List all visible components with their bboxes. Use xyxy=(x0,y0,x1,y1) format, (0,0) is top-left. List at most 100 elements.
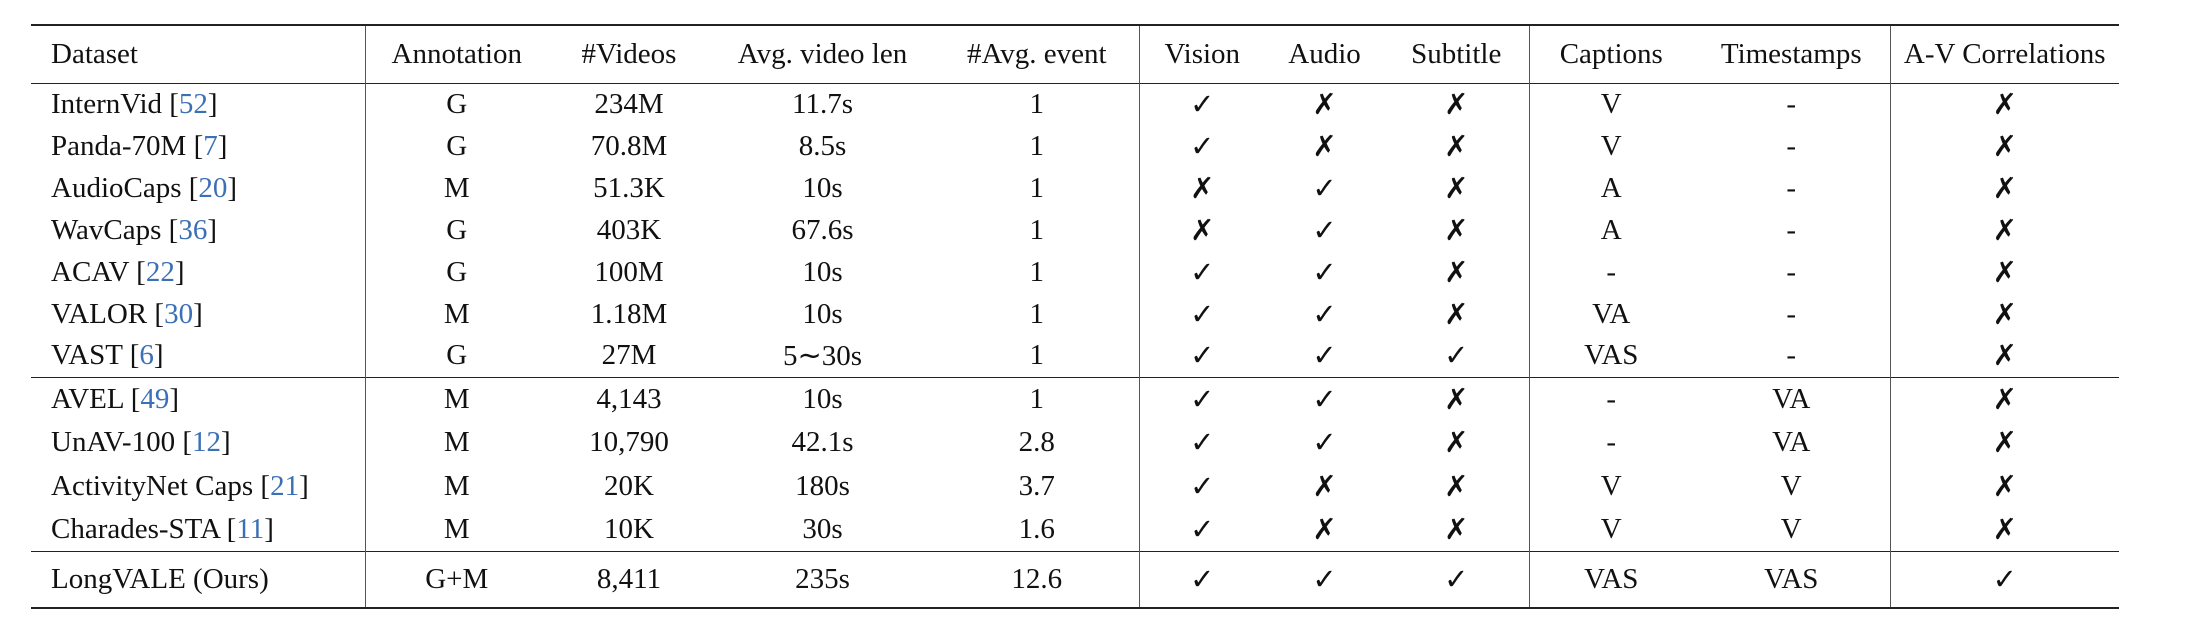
dataset-name: ACAV [22] xyxy=(51,255,185,288)
row-group: AVEL [49] M 4,143 10s 1 ✓ ✓ ✗ - VA ✗ UnAV-100 [12] M… xyxy=(31,377,2119,552)
cell: 11.7s xyxy=(792,87,853,120)
cell: 1 xyxy=(1029,87,1045,120)
cell: ✗ xyxy=(1444,470,1469,503)
cell: G xyxy=(364,209,548,251)
table-row: AudioCaps [20] M 51.3K 10s 1 ✗ ✓ ✗ A - ✗ xyxy=(31,167,2119,209)
cell: ✓ xyxy=(1312,298,1337,331)
cell: ✓ xyxy=(1312,256,1337,289)
cell: ✗ xyxy=(1889,377,2119,421)
cell: ✗ xyxy=(1444,172,1469,205)
cell: - xyxy=(1528,377,1693,421)
cell: - xyxy=(1786,129,1797,162)
row-group: LongVALE (Ours) G+M 8,411 235s 12.6 ✓ ✓ ✓ VAS VAS… xyxy=(31,551,2119,608)
cell: VA xyxy=(1772,382,1811,415)
table-row: VALOR [30] M 1.18M 10s 1 ✓ ✓ ✗ VA - ✗ xyxy=(31,293,2119,335)
cell: ✓ xyxy=(1312,383,1337,416)
cell: 1.18M xyxy=(590,297,668,330)
cell: 1 xyxy=(1029,382,1045,415)
cell: 180s xyxy=(795,469,850,502)
cell: ✓ xyxy=(1138,83,1265,125)
cell: M xyxy=(364,167,548,209)
cell: 10s xyxy=(802,382,843,415)
table-row: Charades-STA [11] M 10K 30s 1.6 ✓ ✗ ✗ V V ✗ xyxy=(31,508,2119,552)
cell: ✗ xyxy=(1889,167,2119,209)
cell: 1.6 xyxy=(1018,513,1055,546)
cell: 234M xyxy=(594,87,664,120)
dataset-name: Panda-70M [7] xyxy=(51,129,228,162)
cell: ✗ xyxy=(1889,251,2119,293)
cell: ✓ xyxy=(1312,340,1337,373)
cell: V xyxy=(1528,83,1693,125)
cell: ✗ xyxy=(1889,335,2119,377)
cell: ✗ xyxy=(1444,427,1469,460)
cell: A xyxy=(1528,167,1693,209)
dataset-name: AVEL [49] xyxy=(51,382,180,415)
cell: V xyxy=(1780,513,1802,546)
cell: G xyxy=(364,335,548,377)
cell: ✗ xyxy=(1312,130,1337,163)
cell: 5∼30s xyxy=(782,340,863,373)
cell: 12.6 xyxy=(1011,563,1063,595)
table-row: ActivityNet Caps [21] M 20K 180s 3.7 ✓ ✗ ✗ V V ✗ xyxy=(31,464,2119,509)
cell: ✓ xyxy=(1138,293,1265,335)
cell: A xyxy=(1528,209,1693,251)
dataset-name: WavCaps [36] xyxy=(51,213,217,246)
cell: G+M xyxy=(364,551,548,608)
cell: VAS xyxy=(1764,563,1819,595)
header-row: Dataset Annotation #Videos Avg. video len #A… xyxy=(31,25,2119,83)
cell: 51.3K xyxy=(593,171,665,204)
cell: ✗ xyxy=(1889,420,2119,465)
header-cell: Timestamps xyxy=(1720,37,1862,70)
header-cell: Audio xyxy=(1288,37,1361,70)
header-cell: Vision xyxy=(1138,25,1265,83)
cell: ✗ xyxy=(1312,88,1337,121)
cell: ✓ xyxy=(1138,251,1265,293)
cell: 100M xyxy=(594,255,664,288)
cell: ✗ xyxy=(1889,508,2119,552)
cell: V xyxy=(1528,508,1693,552)
cell: ✗ xyxy=(1889,83,2119,125)
header-cell: Avg. video len xyxy=(737,37,908,70)
cell: - xyxy=(1786,339,1797,372)
cell: ✓ xyxy=(1138,420,1265,465)
cell: ✓ xyxy=(1138,125,1265,167)
cell: ✓ xyxy=(1138,335,1265,377)
cell: ✓ xyxy=(1138,508,1265,552)
cell: 235s xyxy=(795,563,850,595)
cell: 8.5s xyxy=(798,129,847,162)
cell: M xyxy=(364,464,548,509)
cell: VA xyxy=(1528,293,1693,335)
dataset-name: LongVALE (Ours) xyxy=(51,563,269,595)
table-row: WavCaps [36] G 403K 67.6s 1 ✗ ✓ ✗ A - ✗ xyxy=(31,209,2119,251)
cell: - xyxy=(1528,251,1693,293)
cell: M xyxy=(364,508,548,552)
cell: ✗ xyxy=(1444,214,1469,247)
comparison-table: Dataset Annotation #Videos Avg. video len #A… xyxy=(31,24,2119,609)
cell: 30s xyxy=(802,513,843,546)
header-cell: Subtitle xyxy=(1411,37,1502,70)
cell: 1 xyxy=(1029,171,1045,204)
cell: 1 xyxy=(1029,339,1045,372)
cell: ✗ xyxy=(1444,130,1469,163)
cell: ✗ xyxy=(1444,383,1469,416)
header-cell: #Avg. event xyxy=(966,37,1107,70)
cell: 3.7 xyxy=(1018,469,1055,502)
cell: G xyxy=(364,83,548,125)
cell: 42.1s xyxy=(791,426,854,459)
cell: - xyxy=(1786,87,1797,120)
cell: ✗ xyxy=(1444,256,1469,289)
cell: ✗ xyxy=(1889,464,2119,509)
cell: - xyxy=(1786,213,1797,246)
cell: VA xyxy=(1772,426,1811,459)
cell: 1 xyxy=(1029,129,1045,162)
cell: V xyxy=(1528,464,1693,509)
cell: 27M xyxy=(601,339,657,372)
dataset-name: Charades-STA [11] xyxy=(51,513,274,546)
cell: V xyxy=(1780,469,1802,502)
cell: ✗ xyxy=(1312,470,1337,503)
cell: M xyxy=(364,377,548,421)
cell: ✗ xyxy=(1889,125,2119,167)
cell: 1 xyxy=(1029,297,1045,330)
cell: 10s xyxy=(802,297,843,330)
cell: ✗ xyxy=(1312,514,1337,547)
